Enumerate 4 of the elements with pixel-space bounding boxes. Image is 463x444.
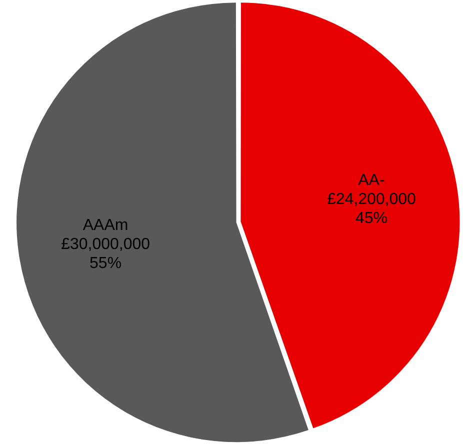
slice-label: AAAm [82,216,128,234]
data-label: £30,000,000 55% [61,236,150,272]
data-label: £24,200,000 45% [326,190,416,227]
slice-label: AA- [358,172,385,189]
